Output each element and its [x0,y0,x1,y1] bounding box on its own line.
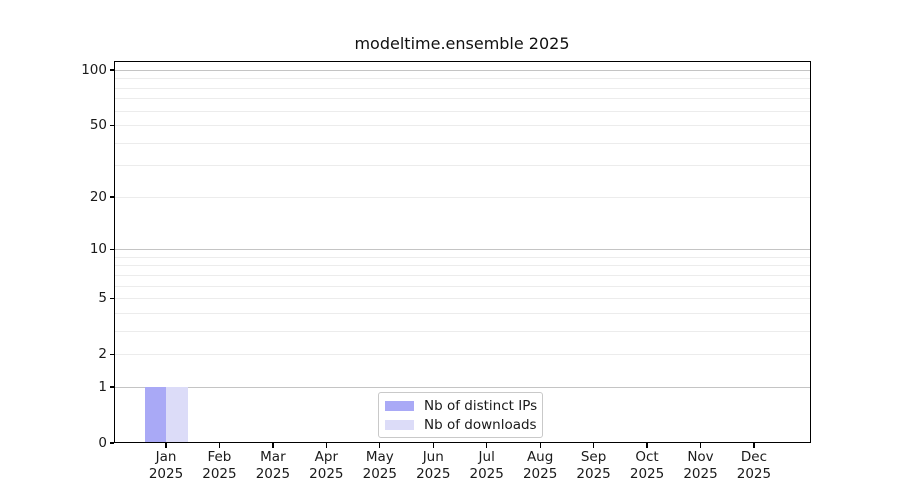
x-tick-label: Mar 2025 [255,449,291,482]
x-tick-label: May 2025 [362,449,397,482]
x-tick-mark [165,443,167,448]
x-tick-label: Jul 2025 [469,449,504,482]
legend-label-downloads: Nb of downloads [424,416,537,433]
gridline-minor [114,78,811,80]
gridline-minor [114,110,811,112]
gridline-minor [114,142,811,144]
x-tick-mark [325,443,327,448]
x-tick-label: Aug 2025 [522,449,558,482]
legend: Nb of distinct IPs Nb of downloads [378,392,543,438]
x-tick-label: Feb 2025 [202,449,237,482]
x-tick-mark [753,443,755,448]
gridline-minor [114,125,811,127]
y-tick-label: 2 [98,346,107,363]
chart-title: modeltime.ensemble 2025 [354,34,570,53]
x-tick-mark [539,443,541,448]
bar-downloads [166,386,188,443]
y-tick-mark [109,69,114,71]
x-tick-mark [592,443,595,448]
legend-label-distinct-ips: Nb of distinct IPs [424,397,538,414]
gridline-minor [114,265,811,267]
gridline-major [114,70,811,71]
gridline-major [114,386,811,388]
gridline-minor [114,274,811,276]
y-tick-mark [109,196,114,198]
gridline-minor [114,330,811,332]
x-tick-mark [379,443,381,448]
x-tick-label: Jun 2025 [416,449,451,482]
legend-item-distinct-ips: Nb of distinct IPs [379,397,542,414]
legend-item-downloads: Nb of downloads [379,416,542,433]
gridline-minor [114,354,811,356]
x-tick-mark [272,443,274,448]
x-tick-label: Dec 2025 [736,449,772,482]
x-tick-mark [432,443,434,448]
x-tick-mark [218,443,221,448]
legend-swatch-distinct-ips-icon [385,400,414,411]
x-tick-mark [646,443,648,448]
y-tick-mark [109,386,114,388]
y-tick-label: 20 [89,188,107,205]
gridline-minor [114,165,811,167]
x-tick-label: Nov 2025 [683,449,718,482]
x-tick-label: Jan 2025 [148,449,184,482]
y-tick-mark [109,248,114,250]
legend-swatch-downloads-icon [385,419,414,430]
y-tick-label: 0 [98,435,107,451]
gridline-minor [114,87,811,89]
gridline-minor [114,98,811,100]
y-tick-mark [109,353,114,355]
x-tick-label: Apr 2025 [309,449,344,482]
x-tick-label: Sep 2025 [576,449,611,482]
y-tick-label: 100 [81,62,107,78]
x-tick-mark [486,443,488,448]
x-tick-mark [699,443,702,448]
x-tick-label: Oct 2025 [629,449,665,482]
y-tick-label: 5 [98,290,107,307]
gridline-minor [114,285,811,287]
gridline-minor [114,256,811,258]
gridline-minor [114,312,811,314]
gridline-minor [114,298,811,300]
gridline-major [114,249,811,251]
y-tick-label: 10 [89,241,107,258]
y-tick-mark [109,297,114,299]
y-tick-label: 50 [89,117,107,134]
y-tick-mark [109,442,114,444]
y-tick-mark [109,124,114,126]
y-tick-label: 1 [98,378,107,395]
gridline-minor [114,196,811,198]
plot-area-frame [114,61,811,443]
bar-distinct-ips [144,386,166,443]
